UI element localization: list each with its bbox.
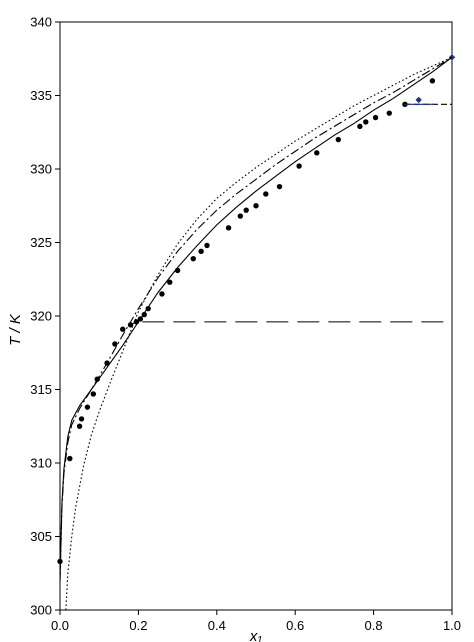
x-tick-label: 0.0 <box>51 618 69 633</box>
y-tick-label: 315 <box>30 382 52 397</box>
data-point-circle <box>429 78 436 84</box>
y-axis-label: T / K <box>7 313 24 346</box>
x-tick-label: 0.2 <box>129 618 147 633</box>
data-point-circle <box>402 101 408 108</box>
x-tick-label: 0.8 <box>365 618 383 633</box>
x-axis-label: x₁ <box>249 628 263 642</box>
data-point-circle <box>363 119 369 125</box>
series-line-dotted <box>65 56 453 611</box>
series-layer <box>57 54 456 611</box>
x-tick-label: 1.0 <box>443 618 461 633</box>
y-tick-label: 340 <box>30 15 52 30</box>
data-point-circle <box>84 404 91 410</box>
y-tick-label: 330 <box>30 162 52 177</box>
data-point-circle <box>198 248 204 255</box>
y-tick-label: 320 <box>30 309 52 324</box>
data-point-diamond <box>415 96 422 104</box>
y-axis-ticks: 300 305 310 315 320 325 330 335 340 <box>30 15 60 618</box>
data-point-circle <box>76 423 83 429</box>
data-point-circle <box>167 279 173 285</box>
data-point-circle <box>372 114 379 121</box>
data-point-circle <box>120 326 126 332</box>
data-point-circle <box>78 416 85 422</box>
y-tick-label: 335 <box>30 88 52 103</box>
data-point-circle <box>67 455 73 462</box>
plot-frame <box>59 21 453 611</box>
x-tick-label: 0.4 <box>208 618 226 633</box>
data-point-circle <box>314 150 320 156</box>
data-point-circle <box>386 110 392 116</box>
y-tick-label: 305 <box>30 529 52 544</box>
x-tick-label: 0.6 <box>286 618 304 633</box>
data-point-circle <box>112 341 118 347</box>
series-line-solid <box>59 56 453 581</box>
data-point-circle <box>204 242 210 249</box>
y-tick-label: 325 <box>30 235 52 250</box>
data-point-circle <box>296 163 302 169</box>
y-tick-label: 300 <box>30 603 52 618</box>
data-point-circle <box>243 207 249 213</box>
data-point-circle <box>90 391 97 397</box>
y-tick-label: 310 <box>30 456 52 471</box>
data-point-circle <box>276 183 283 190</box>
data-point-circle <box>237 213 244 219</box>
data-point-circle <box>335 136 342 143</box>
data-point-circle <box>263 191 269 197</box>
data-point-circle <box>357 123 363 130</box>
series-line-dashdot <box>59 56 453 581</box>
data-point-circle <box>253 203 259 209</box>
data-point-circle <box>225 225 232 231</box>
data-point-circle <box>190 255 196 262</box>
data-point-circle <box>159 291 165 297</box>
x-axis-ticks: 0.0 0.2 0.4 0.6 0.8 1.0 <box>51 610 461 633</box>
